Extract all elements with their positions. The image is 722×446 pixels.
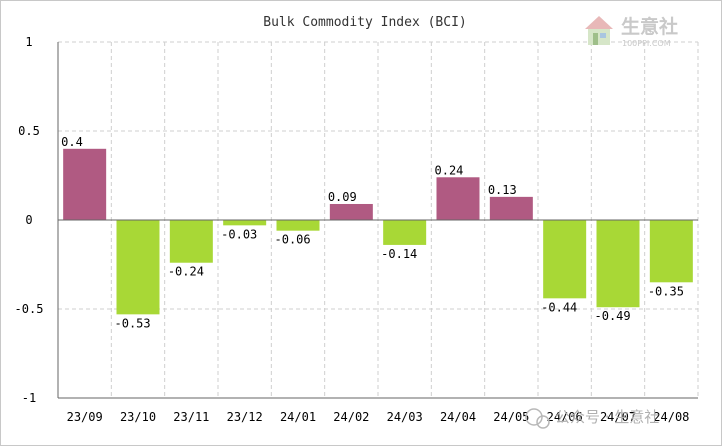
- data-label: -0.53: [115, 316, 151, 330]
- data-label: 0.13: [488, 183, 517, 197]
- y-tick-label: -0.5: [15, 302, 44, 316]
- x-tick-label: 24/02: [333, 410, 369, 424]
- data-label: -0.14: [381, 247, 417, 261]
- bar-24-06: [543, 220, 587, 299]
- bars-layer: [63, 148, 693, 315]
- bar-23-10: [116, 220, 160, 315]
- x-tick-label: 24/08: [653, 410, 689, 424]
- data-label: 0.4: [61, 135, 83, 149]
- data-label: 0.09: [328, 190, 357, 204]
- data-label: -0.06: [275, 233, 311, 247]
- data-label: -0.35: [648, 284, 684, 298]
- y-tick-label: 0.5: [18, 124, 40, 138]
- bar-23-09: [63, 148, 107, 220]
- x-tick-label: 23/12: [227, 410, 263, 424]
- x-tick-label: 23/10: [120, 410, 156, 424]
- x-tick-label: 24/06: [547, 410, 583, 424]
- bar-24-04: [436, 177, 480, 220]
- watermark-text: 公众号 · 生意社: [555, 408, 659, 426]
- x-tick-label: 24/01: [280, 410, 316, 424]
- axis-layer: 1 0.5 0 -0.5 -1 23/09 23/10 23/11 23/12 24/01 24/0…: [15, 35, 698, 424]
- chart-title: Bulk Commodity Index (BCI): [263, 15, 467, 30]
- logo: 生意社 100PPI.COM: [585, 15, 678, 48]
- bar-23-11: [169, 220, 213, 263]
- logo-name: 生意社: [621, 15, 678, 38]
- x-tick-label: 23/11: [173, 410, 209, 424]
- data-label: -0.49: [595, 309, 631, 323]
- logo-url: 100PPI.COM: [622, 39, 671, 48]
- data-label: 0.24: [435, 163, 464, 177]
- bar-24-03: [383, 220, 427, 245]
- bar-23-12: [223, 220, 267, 226]
- x-tick-label: 23/09: [67, 410, 103, 424]
- data-labels-layer: 0.4 -0.53 -0.24 -0.03 -0.06 0.09 -0.14 0.24 0.13…: [61, 135, 684, 331]
- y-tick-label: 0: [25, 213, 32, 227]
- house-icon: [585, 16, 613, 45]
- y-tick-label: 1: [25, 35, 32, 49]
- bar-24-07: [596, 220, 640, 308]
- x-tick-label: 24/04: [440, 410, 476, 424]
- bar-24-05: [489, 196, 533, 220]
- watermark: 公众号 · 生意社: [525, 408, 659, 429]
- bar-24-08: [649, 220, 693, 283]
- wechat-icon: [525, 408, 550, 429]
- x-tick-label: 24/05: [493, 410, 529, 424]
- data-label: -0.03: [221, 227, 257, 241]
- x-tick-label: 24/03: [387, 410, 423, 424]
- y-tick-label: -1: [22, 391, 36, 405]
- bar-24-02: [329, 203, 373, 220]
- bar-24-01: [276, 220, 320, 231]
- x-tick-label: 24/07: [600, 410, 636, 424]
- data-label: -0.24: [168, 265, 204, 279]
- data-label: -0.44: [541, 300, 577, 314]
